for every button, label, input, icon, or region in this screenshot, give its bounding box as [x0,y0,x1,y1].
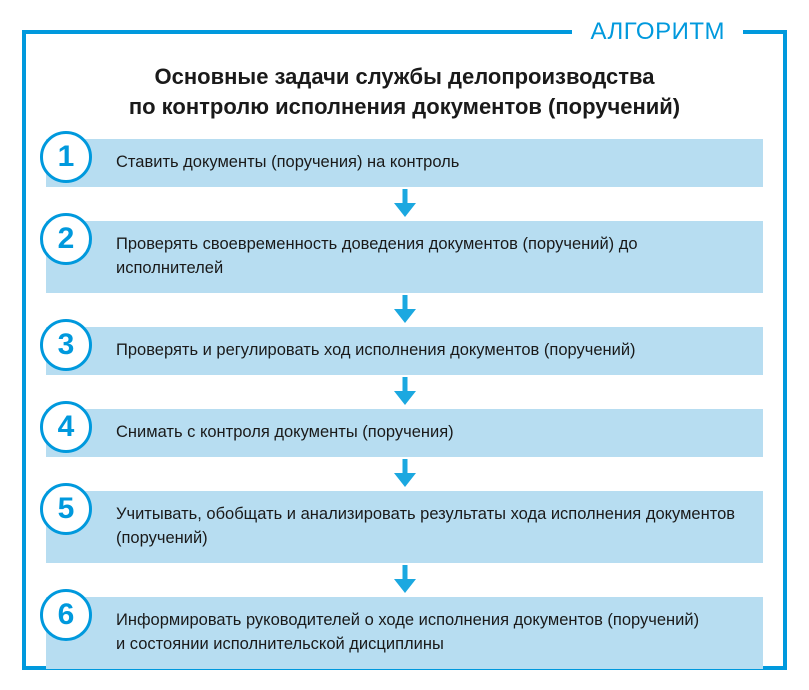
step-row: 5Учитывать, обобщать и анализировать рез… [46,491,763,563]
step-box: Проверять и регулировать ход исполнения … [46,327,763,375]
arrow-down-icon [46,293,763,327]
step-box: Проверять своевременность доведения доку… [46,221,763,293]
step-row: 6Информировать руководителей о ходе испо… [46,597,763,669]
step-text: Учитывать, обобщать и анализировать резу… [116,503,745,551]
step-row: 4Снимать с контроля документы (поручения… [46,409,763,457]
step-row: 2Проверять своевременность доведения док… [46,221,763,293]
step-text: Ставить документы (поручения) на контрол… [116,151,459,175]
steps-container: 1Ставить документы (поручения) на контро… [26,139,783,668]
step-text: Проверять и регулировать ход исполнения … [116,339,636,363]
step-number-circle: 5 [40,483,92,535]
arrow-down-icon [46,187,763,221]
title-line-2: по контролю исполнения документов (поруч… [129,94,680,119]
step-number-circle: 4 [40,401,92,453]
step-box: Учитывать, обобщать и анализировать резу… [46,491,763,563]
step-row: 1Ставить документы (поручения) на контро… [46,139,763,187]
arrow-down-icon [46,375,763,409]
title-line-1: Основные задачи службы делопроизводства [155,64,655,89]
step-box: Снимать с контроля документы (поручения) [46,409,763,457]
step-box: Информировать руководителей о ходе испол… [46,597,763,669]
step-box: Ставить документы (поручения) на контрол… [46,139,763,187]
arrow-down-icon [46,563,763,597]
step-text: Информировать руководителей о ходе испол… [116,609,745,657]
step-row: 3Проверять и регулировать ход исполнения… [46,327,763,375]
step-text: Снимать с контроля документы (поручения) [116,421,454,445]
step-number-circle: 3 [40,319,92,371]
diagram-title: Основные задачи службы делопроизводства … [26,34,783,139]
frame-label: АЛГОРИТМ [572,18,743,46]
step-number-circle: 2 [40,213,92,265]
algorithm-frame: АЛГОРИТМ Основные задачи службы делопрои… [22,30,787,670]
step-text: Проверять своевременность доведения доку… [116,233,745,281]
step-number-circle: 6 [40,589,92,641]
arrow-down-icon [46,457,763,491]
step-number-circle: 1 [40,131,92,183]
